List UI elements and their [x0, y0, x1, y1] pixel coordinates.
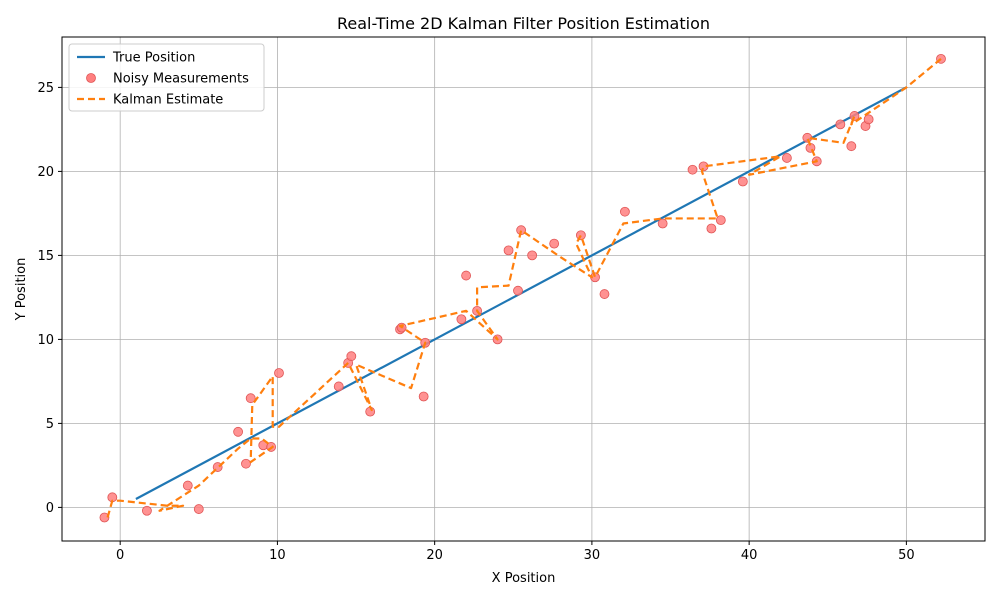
x-tick-label: 30	[584, 548, 601, 563]
measurement-point	[863, 114, 874, 125]
measurement-point	[241, 458, 251, 469]
measurement-point	[657, 218, 668, 229]
measurement-point	[781, 153, 792, 163]
x-tick-label: 0	[116, 548, 124, 563]
y-axis-label: Y Position	[14, 258, 29, 322]
legend: True Position Noisy Measurements Kalman Es…	[68, 43, 265, 112]
y-tick-label: 0	[46, 501, 54, 516]
measurement-point	[737, 176, 748, 187]
measurement-point	[715, 215, 726, 226]
measurement-point	[346, 351, 357, 362]
y-tick-label: 5	[46, 417, 54, 432]
measurement-point	[835, 119, 846, 130]
x-tick-label: 50	[898, 548, 915, 563]
measurement-point	[846, 141, 857, 152]
plot-frame	[61, 36, 986, 542]
series-layer	[99, 53, 946, 523]
x-axis-label: X Position	[492, 571, 556, 586]
measurement-point	[142, 505, 152, 516]
measurement-point	[99, 512, 110, 523]
y-tick-label: 20	[37, 165, 54, 180]
y-tick-label: 10	[37, 333, 54, 348]
chart-title: Real-Time 2D Kalman Filter Position Esti…	[337, 14, 710, 33]
legend-label: Kalman Estimate	[113, 93, 223, 108]
y-tick-label: 25	[37, 81, 54, 96]
legend-box	[68, 43, 265, 112]
legend-label: True Position	[112, 51, 195, 66]
measurement-point	[513, 285, 523, 296]
legend-label: Noisy Measurements	[113, 72, 249, 87]
measurement-point	[461, 270, 472, 281]
measurement-point	[274, 368, 284, 378]
kalman-estimate-line	[106, 57, 942, 518]
y-tick-label: 15	[37, 249, 54, 264]
measurement-point	[182, 480, 193, 491]
measurement-point	[456, 314, 467, 325]
measurement-point	[687, 164, 698, 175]
measurement-point	[245, 393, 256, 404]
ticks: 0 10 20 30 40 50 0 5 10 15 20 25	[37, 81, 914, 563]
measurement-point	[527, 250, 538, 261]
measurement-point	[193, 504, 204, 514]
x-tick-label: 10	[269, 548, 286, 563]
measurement-point	[503, 245, 514, 256]
measurement-point	[599, 289, 610, 299]
x-tick-label: 40	[741, 548, 758, 563]
measurement-point	[575, 230, 586, 241]
measurement-point	[849, 111, 860, 121]
measurement-point	[333, 381, 344, 392]
measurement-point	[418, 391, 429, 402]
legend-swatch-measurements	[86, 73, 96, 83]
measurement-point	[620, 206, 630, 217]
x-tick-label: 20	[426, 548, 443, 563]
measurement-point	[706, 223, 717, 234]
measurement-point	[549, 238, 560, 249]
measurement-point	[233, 426, 244, 437]
